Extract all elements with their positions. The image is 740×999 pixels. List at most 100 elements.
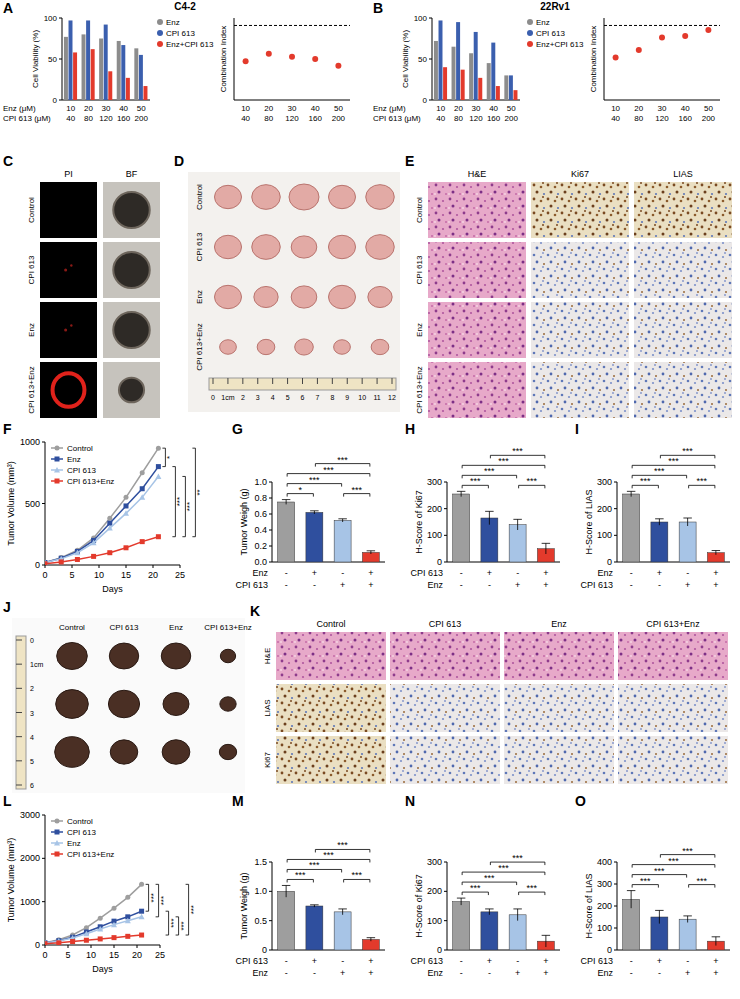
x-tick-label: 40 (611, 114, 620, 123)
ihc-image (276, 736, 386, 784)
bar (487, 63, 491, 100)
row-label: Enz (μM) (373, 104, 406, 113)
x-tick-label: 30 (472, 104, 481, 113)
tumor (57, 643, 88, 670)
legend-label: Enz (67, 455, 81, 464)
line (45, 448, 158, 562)
x-tick-label: 50 (137, 104, 146, 113)
axis-title: H-Score of LIAS (584, 489, 594, 554)
ruler-label: 8 (330, 394, 334, 401)
y-tick (444, 482, 447, 483)
row-label: Enz (415, 323, 424, 337)
ruler-tick (227, 378, 228, 384)
y-tick-label: 1000 (20, 897, 40, 907)
y-tick-label: 0.5 (254, 916, 267, 926)
significance: *** (185, 502, 194, 511)
x-tick-label: 160 (679, 114, 693, 123)
y-tick (269, 482, 272, 483)
bf-image (103, 302, 160, 358)
y-tick-label: 300 (427, 857, 442, 867)
spheroid (119, 378, 144, 403)
tumor (220, 649, 235, 663)
ihc-image (504, 632, 614, 680)
pi-signal (70, 264, 72, 266)
legend-label: CPI 613 (67, 466, 96, 475)
axis-title: Days (92, 964, 113, 974)
x-tick-label: 40 (436, 114, 445, 123)
row-label: CPI 613 (235, 956, 268, 966)
y-tick-label: 300 (597, 477, 612, 487)
significance: *** (309, 860, 320, 870)
marker (54, 840, 60, 846)
ruler-label: 5 (286, 394, 290, 401)
marker (55, 819, 60, 824)
tumor (163, 693, 189, 716)
tumor (368, 286, 392, 307)
ruler-tick (16, 785, 22, 786)
plot-area (453, 491, 555, 562)
plot-area (434, 20, 518, 100)
panel-letter: A (3, 0, 13, 16)
bar (456, 22, 460, 100)
error-bar (457, 898, 465, 905)
marker (124, 495, 129, 500)
significance: *** (668, 456, 679, 466)
ihc-image (428, 242, 526, 298)
sign: - (285, 956, 288, 966)
significance: *** (682, 846, 693, 856)
sign: - (658, 580, 661, 590)
row-label: CPI 613 (580, 580, 613, 590)
x-tick-label: 120 (285, 114, 299, 123)
row-label: CPI 613 (410, 568, 443, 578)
y-tick-label: 0.0 (254, 557, 267, 567)
line (45, 911, 142, 943)
sign: - (341, 568, 344, 578)
x-tick-label: 10 (66, 104, 75, 113)
significance: *** (484, 873, 495, 883)
marker (55, 852, 60, 857)
ihc-image (634, 242, 732, 298)
x-tick-label: 200 (505, 114, 519, 123)
y-tick (269, 862, 272, 863)
col-label: BF (126, 169, 138, 179)
bar (452, 47, 456, 100)
significance: *** (323, 850, 334, 860)
bar (453, 902, 470, 950)
title: C4-2 (174, 1, 196, 12)
point (705, 27, 711, 33)
ihc-image (634, 302, 732, 358)
tumor (371, 339, 389, 354)
ihc-image (504, 684, 614, 732)
sign: - (460, 580, 463, 590)
plot-area (278, 885, 380, 950)
significance: *** (470, 883, 481, 893)
significance: *** (295, 870, 306, 880)
error-bar (282, 885, 290, 897)
error-bar (712, 551, 720, 555)
y-tick-label: 0.2 (254, 541, 267, 551)
x-tick-label: 5 (65, 950, 70, 960)
significance: *** (175, 497, 184, 506)
tumor (108, 690, 139, 718)
y-tick (269, 498, 272, 499)
ruler-tick (347, 378, 348, 384)
bar (69, 20, 73, 100)
error-bar (655, 910, 663, 923)
sign: + (543, 956, 548, 966)
sign: + (340, 580, 345, 590)
error-bar (627, 891, 635, 909)
row-label: Control (415, 197, 424, 223)
axis-title: Days (102, 584, 123, 594)
y-tick-label: 100 (427, 916, 442, 926)
axis-title: Cell Viability (%) (31, 30, 40, 88)
tumor (289, 184, 319, 210)
y-axis (272, 482, 273, 562)
marker (75, 557, 80, 562)
error-bar (485, 909, 493, 915)
ruler-tick (287, 378, 288, 384)
sign: - (460, 956, 463, 966)
x-tick-label: 20 (634, 104, 643, 113)
sign: + (340, 968, 345, 978)
marker (45, 940, 48, 945)
row-label: Enz (427, 968, 443, 978)
